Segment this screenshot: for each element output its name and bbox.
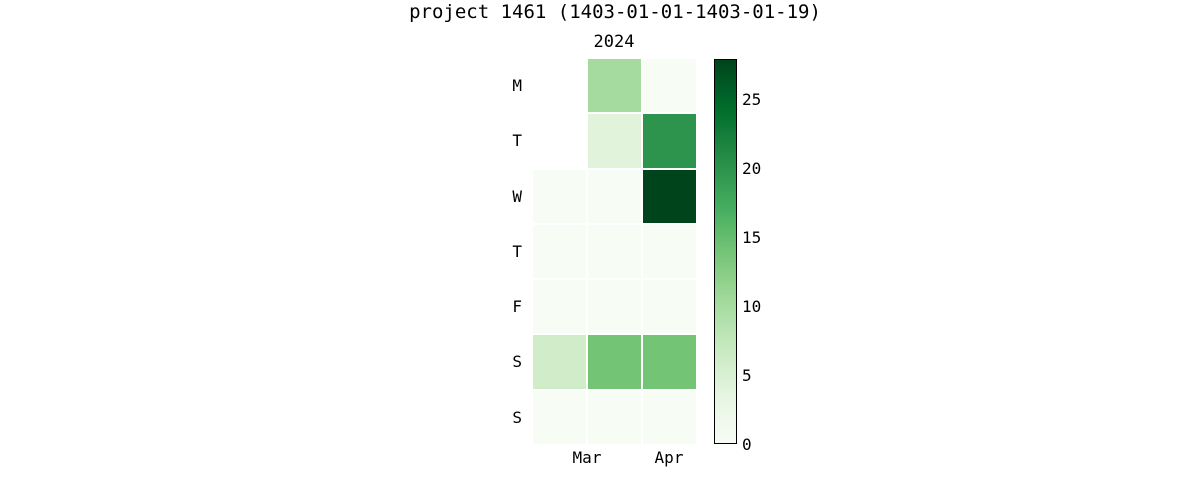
heatmap-cell: [588, 390, 641, 444]
heatmap-cell: [588, 280, 641, 334]
heatmap-cell: [588, 114, 641, 168]
heatmap-cell: [643, 335, 696, 389]
weekday-labels: M T W T F S S: [468, 59, 522, 444]
heatmap-cell: [643, 169, 696, 223]
month-label: Apr: [654, 448, 684, 467]
weekday-label: T: [512, 131, 522, 151]
heatmap-cell: [588, 59, 641, 113]
colorbar-tick-label: 5: [742, 366, 752, 386]
chart-title: project 1461 (1403-01-01-1403-01-19): [409, 1, 821, 23]
colorbar-tick-label: 10: [742, 297, 762, 317]
weekday-label: S: [512, 407, 522, 427]
heatmap-grid: [533, 59, 696, 444]
month-labels: Mar Apr: [0, 448, 1200, 468]
heatmap-cell: [643, 59, 696, 113]
colorbar: [714, 59, 737, 444]
heatmap-cell: [533, 390, 586, 444]
heatmap-cell: [533, 335, 586, 389]
heatmap-cell: [643, 280, 696, 334]
weekday-label: M: [512, 76, 522, 95]
heatmap-cell: [588, 335, 641, 389]
weekday-label: T: [512, 241, 522, 261]
weekday-label: W: [512, 186, 522, 206]
weekday-label: F: [512, 297, 522, 317]
heatmap-cell: [533, 59, 586, 112]
heatmap-cell: [643, 390, 696, 444]
heatmap-cell: [643, 114, 696, 168]
heatmap-cell: [643, 224, 696, 279]
colorbar-tick-label: 0: [742, 435, 752, 454]
colorbar-tick-label: 20: [742, 159, 762, 179]
heatmap-cell: [588, 169, 641, 223]
colorbar-tick-label: 25: [742, 90, 762, 110]
heatmap-cell: [533, 169, 586, 223]
year-label: 2024: [593, 32, 635, 52]
month-label: Mar: [572, 448, 602, 467]
colorbar-tick-label: 15: [742, 228, 762, 248]
weekday-label: S: [512, 352, 522, 372]
heatmap-cell: [533, 114, 586, 167]
heatmap-cell: [533, 224, 586, 279]
heatmap-cell: [588, 224, 641, 279]
heatmap-cell: [533, 280, 586, 334]
